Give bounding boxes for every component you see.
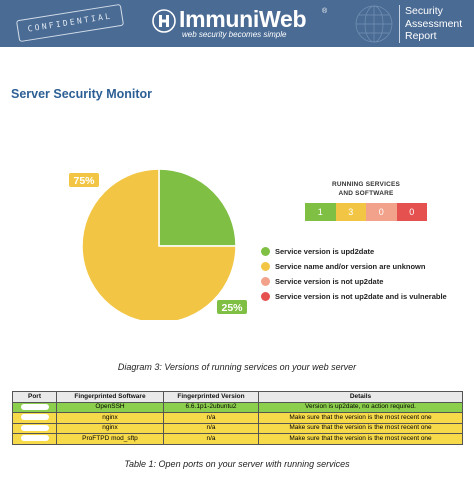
version-cell: n/a xyxy=(163,412,259,424)
software-cell: nginx xyxy=(56,422,164,434)
legend-item: Service name and/or version are unknown xyxy=(261,259,471,274)
open-ports-table: Port Fingerprinted Software Fingerprinte… xyxy=(12,391,463,445)
legend-item: Service version is not up2date and is vu… xyxy=(261,289,471,304)
redacted-port xyxy=(20,435,49,442)
running-services-summary: RUNNING SERVICES AND SOFTWARE 1 3 0 0 xyxy=(305,180,427,230)
summary-title-line: RUNNING SERVICES xyxy=(331,181,401,188)
version-cell: 6.6.1p1-2ubuntu2 xyxy=(163,401,259,413)
column-header: Details xyxy=(258,391,463,403)
table-row: nginx n/a Make sure that the version is … xyxy=(12,412,463,424)
slice-label-badge xyxy=(217,300,247,314)
red-dot-icon xyxy=(261,292,270,301)
count-up2date: 1 xyxy=(305,203,336,221)
port-cell xyxy=(12,422,57,434)
services-pie-chart: 25% 75% xyxy=(69,168,247,320)
report-header: CONFIDENTIAL ImmuniWeb ® web security be… xyxy=(0,0,474,47)
legend-item: Service version is upd2date xyxy=(261,244,471,259)
report-title-line: Security xyxy=(405,5,443,17)
version-cell: n/a xyxy=(163,422,259,434)
immuniweb-logo-icon xyxy=(152,9,176,33)
legend-item: Service version is not up2date xyxy=(261,274,471,289)
port-cell xyxy=(12,412,57,424)
table-row: nginx n/a Make sure that the version is … xyxy=(12,422,463,434)
yellow-dot-icon xyxy=(261,262,270,271)
count-unknown: 3 xyxy=(335,203,366,221)
salmon-dot-icon xyxy=(261,277,270,286)
slice-label-badge xyxy=(69,173,99,187)
section-title: Server Security Monitor xyxy=(11,87,153,101)
logo-tagline: web security becomes simple xyxy=(182,30,287,39)
pie-slice xyxy=(81,168,237,320)
column-header: Fingerprinted Software xyxy=(56,391,164,403)
summary-title: RUNNING SERVICES AND SOFTWARE xyxy=(305,180,427,198)
legend-label: Service version is not up2date xyxy=(275,277,384,286)
registered-mark: ® xyxy=(322,8,328,15)
column-header: Port xyxy=(12,391,57,403)
report-title-line: Assessment xyxy=(405,17,463,30)
slice-label: 25% xyxy=(221,302,243,314)
table-row: ProFTPD mod_sftp n/a Make sure that the … xyxy=(12,433,463,445)
report-title: Security Assessment Report xyxy=(405,5,471,43)
software-cell: ProFTPD mod_sftp xyxy=(56,433,164,445)
count-not-up2date: 0 xyxy=(366,203,397,221)
diagram-caption: Diagram 3: Versions of running services … xyxy=(117,362,357,372)
chart-legend: Service version is upd2date Service name… xyxy=(261,244,471,304)
summary-title-line: AND SOFTWARE xyxy=(338,190,394,197)
network-globe-icon xyxy=(355,5,393,43)
redacted-port xyxy=(20,414,49,421)
confidential-stamp: CONFIDENTIAL xyxy=(15,3,125,43)
pie-slice xyxy=(158,168,237,247)
software-cell: OpenSSH xyxy=(56,401,164,413)
slice-label: 75% xyxy=(73,175,95,187)
column-header: Fingerprinted Version xyxy=(163,391,259,403)
immuniweb-logo: ImmuniWeb ® web security becomes simple xyxy=(152,6,332,43)
summary-counts: 1 3 0 0 xyxy=(305,203,427,221)
port-cell xyxy=(12,401,57,413)
table-caption: Table 1: Open ports on your server with … xyxy=(124,459,350,469)
version-cell: n/a xyxy=(163,433,259,445)
port-cell xyxy=(12,433,57,445)
legend-label: Service version is not up2date and is vu… xyxy=(275,292,447,301)
logo-wordmark: ImmuniWeb xyxy=(179,6,307,32)
details-cell: Make sure that the version is the most r… xyxy=(258,412,463,424)
details-cell: Make sure that the version is the most r… xyxy=(258,433,463,445)
report-title-line: Report xyxy=(405,30,437,42)
legend-label: Service version is upd2date xyxy=(275,247,375,256)
legend-label: Service name and/or version are unknown xyxy=(275,262,426,271)
count-vulnerable: 0 xyxy=(396,203,427,221)
redacted-port xyxy=(20,424,49,431)
green-dot-icon xyxy=(261,247,270,256)
redacted-port xyxy=(20,403,49,410)
details-cell: Make sure that the version is the most r… xyxy=(258,422,463,434)
table-row: OpenSSH 6.6.1p1-2ubuntu2 Version is up2d… xyxy=(12,401,463,413)
header-divider xyxy=(399,5,400,43)
details-cell: Version is up2date, no action required. xyxy=(258,401,463,413)
software-cell: nginx xyxy=(56,412,164,424)
table-header-row: Port Fingerprinted Software Fingerprinte… xyxy=(12,391,463,403)
